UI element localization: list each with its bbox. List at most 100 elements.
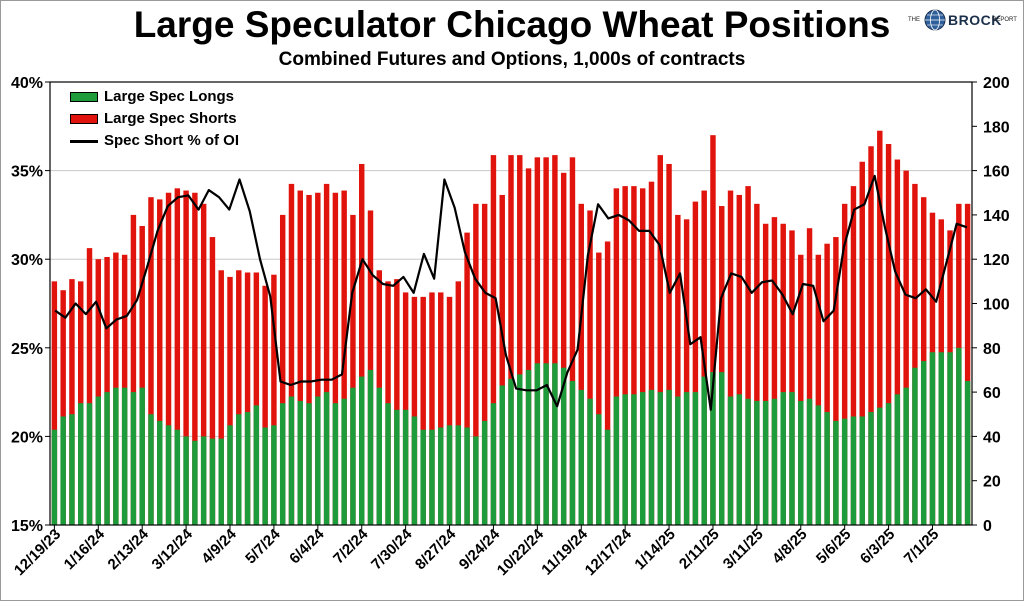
x-tick-label: 8/27/24 — [412, 525, 460, 573]
y-right-tick-label: 0 — [983, 518, 992, 535]
bar-shorts — [841, 203, 848, 525]
bar-shorts — [508, 155, 514, 525]
bar-shorts — [192, 192, 198, 525]
bar-longs — [394, 409, 400, 525]
x-tick-label: 1/16/24 — [61, 525, 109, 573]
legend-swatch-shorts — [70, 114, 98, 125]
bar-longs — [710, 372, 716, 525]
bar-shorts — [850, 186, 857, 526]
bar-longs — [121, 387, 128, 525]
bar-shorts — [218, 270, 224, 525]
bar-shorts — [200, 203, 207, 525]
bar-shorts — [394, 279, 400, 525]
bar-longs — [86, 403, 93, 525]
bar-shorts — [824, 243, 830, 525]
bar-longs — [824, 412, 830, 525]
legend-line-short-pct — [70, 139, 98, 143]
bar-shorts — [227, 276, 233, 525]
bar-longs — [341, 398, 347, 525]
bar-shorts — [657, 155, 663, 525]
bar-longs — [420, 429, 426, 525]
bar-longs — [69, 414, 75, 525]
bar-shorts — [894, 159, 901, 525]
y-right-tick-label: 180 — [983, 119, 1010, 136]
bar-shorts — [596, 252, 602, 525]
bar-longs — [481, 420, 488, 525]
bar-longs — [868, 412, 874, 525]
legend-item-shorts: Large Spec Shorts — [70, 110, 237, 130]
legend-label-longs: Large Spec Longs — [104, 88, 235, 105]
bar-longs — [113, 387, 119, 525]
bar-longs — [315, 396, 321, 525]
bar-shorts — [402, 292, 409, 525]
bar-longs — [306, 403, 312, 525]
bar-longs — [402, 409, 409, 525]
bar-shorts — [464, 232, 470, 525]
chart-legend: Large Spec Longs Large Spec Shorts Spec … — [62, 86, 252, 156]
bar-longs — [789, 392, 795, 525]
bar-longs — [534, 363, 541, 525]
bar-shorts — [859, 161, 865, 526]
bar-longs — [183, 436, 189, 525]
bar-longs — [464, 427, 470, 525]
bar-longs — [200, 436, 207, 525]
bar-longs — [877, 407, 883, 525]
bar-shorts — [244, 272, 251, 525]
bar-longs — [771, 398, 778, 525]
bar-longs — [938, 352, 944, 525]
bar-longs — [560, 367, 567, 525]
x-tick-label: 7/1/25 — [901, 526, 943, 568]
globe-icon — [924, 9, 946, 31]
brock-report-logo: THE BROCK REPORT — [908, 8, 1018, 32]
bar-longs — [51, 429, 58, 525]
bar-shorts — [288, 183, 295, 525]
bar-shorts — [350, 214, 356, 525]
y-right-tick-label: 200 — [983, 75, 1010, 92]
bar-shorts — [692, 201, 699, 526]
bar-longs — [552, 363, 558, 525]
bar-shorts — [885, 144, 892, 525]
x-tick-label: 3/11/25 — [720, 526, 767, 573]
bar-shorts — [964, 203, 971, 525]
bar-shorts — [359, 163, 365, 525]
bar-longs — [798, 400, 804, 525]
bar-longs — [236, 414, 242, 525]
bar-shorts — [130, 214, 137, 525]
y-right-tick-label: 160 — [983, 164, 1010, 181]
bar-shorts — [306, 194, 312, 525]
bar-shorts — [745, 186, 751, 526]
legend-item-longs: Large Spec Longs — [70, 88, 234, 108]
bar-shorts — [157, 199, 163, 525]
bar-longs — [209, 438, 216, 525]
bar-shorts — [174, 188, 181, 525]
bar-longs — [622, 394, 628, 525]
y-left-tick-label: 35% — [11, 164, 43, 181]
bar-longs — [288, 396, 295, 525]
bar-longs — [903, 387, 909, 525]
x-tick-label: 1/14/25 — [631, 526, 678, 573]
bar-longs — [859, 416, 865, 525]
legend-label-short-pct: Spec Short % of OI — [104, 132, 240, 149]
bar-longs — [429, 429, 435, 525]
y-left-tick-label: 25% — [11, 341, 43, 358]
bar-longs — [446, 425, 453, 525]
y-right-tick-label: 100 — [983, 297, 1010, 314]
bar-longs — [104, 392, 110, 525]
bar-longs — [701, 376, 707, 525]
bar-shorts — [455, 281, 462, 525]
bar-longs — [683, 392, 690, 525]
bar-shorts — [771, 217, 778, 525]
bar-longs — [271, 425, 277, 525]
bar-longs — [762, 400, 769, 525]
bar-longs — [780, 392, 786, 525]
bar-shorts — [499, 194, 505, 525]
bar-shorts — [613, 188, 620, 525]
bar-longs — [719, 372, 725, 525]
legend-item-short-pct: Spec Short % of OI — [70, 132, 239, 152]
logo-word: BROCK — [948, 12, 1002, 28]
bar-longs — [947, 352, 953, 525]
bar-shorts — [297, 190, 303, 526]
bar-longs — [675, 396, 681, 525]
bar-longs — [385, 403, 391, 525]
bar-shorts — [666, 163, 672, 525]
